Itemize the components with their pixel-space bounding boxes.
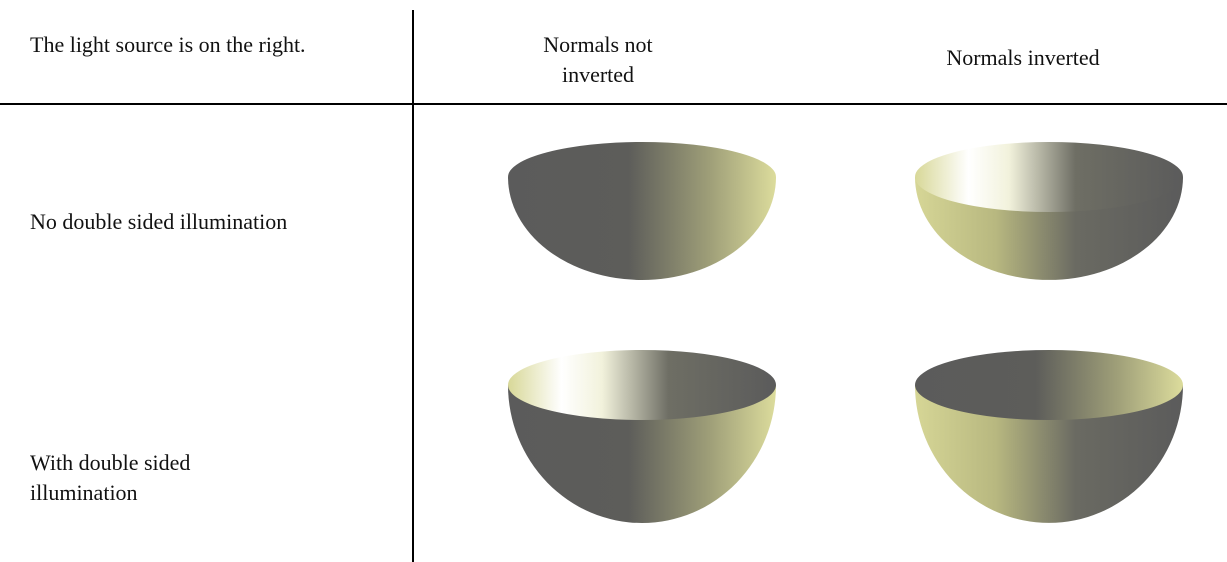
column-divider: [412, 10, 414, 562]
header-cell: The light source is on the right.: [30, 32, 306, 57]
row-label: With double sided illumination: [30, 450, 191, 505]
bowl: [508, 350, 776, 523]
bowl: [915, 142, 1183, 280]
bowl: [508, 142, 776, 280]
bowl: [915, 350, 1183, 523]
header-divider: [0, 103, 1227, 105]
header-cell: Normals not inverted: [543, 32, 653, 87]
header-cell: Normals inverted: [946, 45, 1100, 70]
row-label: No double sided illumination: [30, 209, 288, 234]
